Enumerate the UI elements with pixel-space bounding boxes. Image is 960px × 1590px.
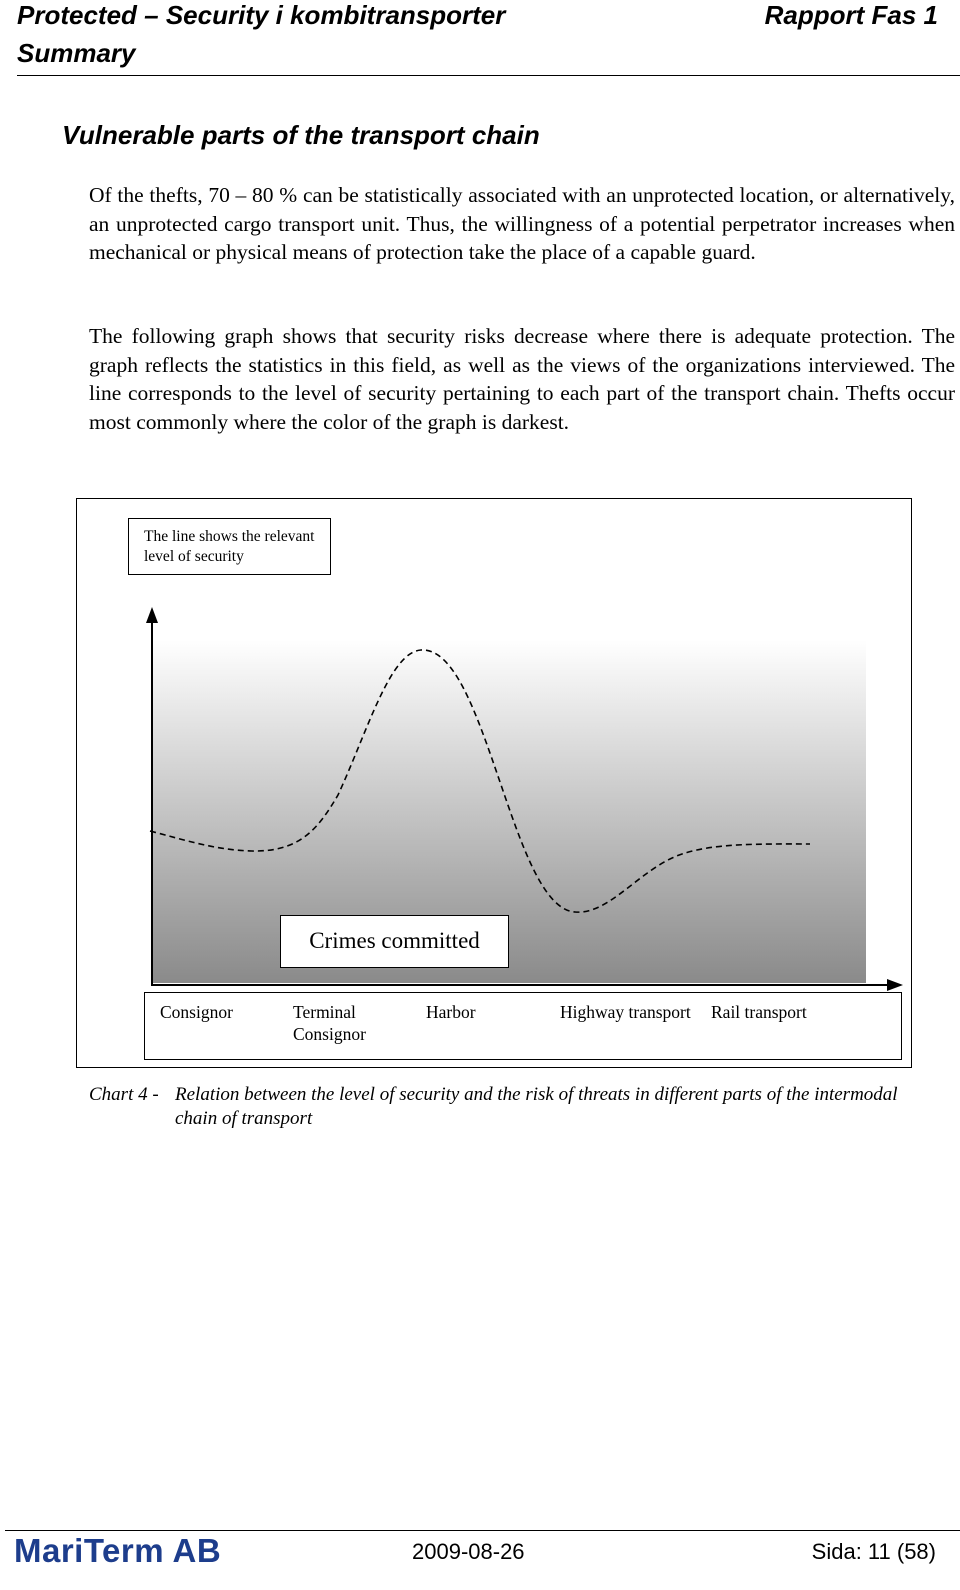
- y-axis-arrowhead: [146, 607, 158, 623]
- figure-frame: [76, 498, 912, 1068]
- paragraph-thefts: Of the thefts, 70 – 80 % can be statisti…: [89, 183, 955, 264]
- header-report-label: Rapport Fas 1: [764, 0, 938, 30]
- company-logo: MariTerm AB: [14, 1532, 222, 1569]
- stage-harbor: Harbor: [426, 1002, 476, 1022]
- security-level-line: [149, 649, 811, 913]
- stage-rail-transport: Rail transport: [711, 1002, 807, 1022]
- risk-gradient-area: [152, 640, 866, 983]
- footer-date: 2009-08-26: [412, 1539, 525, 1564]
- stage-highway-transport: Highway transport: [560, 1002, 691, 1022]
- caption-text: Relation between the level of security a…: [175, 1084, 898, 1129]
- header-title: Protected – Security i kombitransporter: [17, 0, 506, 30]
- transport-chain-stages: Consignor Terminal Consignor Harbor High…: [144, 992, 902, 1060]
- paragraph-graph-description: The following graph shows that security …: [89, 324, 955, 434]
- footer-divider: [5, 1530, 960, 1531]
- header-divider: [17, 75, 960, 76]
- crimes-committed-label: Crimes committed: [280, 915, 509, 968]
- caption-label: Chart 4 -: [89, 1084, 159, 1105]
- x-axis-arrowhead: [887, 979, 903, 991]
- section-heading: Vulnerable parts of the transport chain: [62, 120, 540, 150]
- security-line-note: The line shows the relevant level of sec…: [128, 518, 331, 575]
- stage-terminal-consignor: Terminal Consignor: [293, 1002, 366, 1044]
- page-number: Sida: 11 (58): [811, 1539, 936, 1564]
- header-subtitle: Summary: [17, 38, 136, 68]
- stage-consignor: Consignor: [160, 1002, 233, 1022]
